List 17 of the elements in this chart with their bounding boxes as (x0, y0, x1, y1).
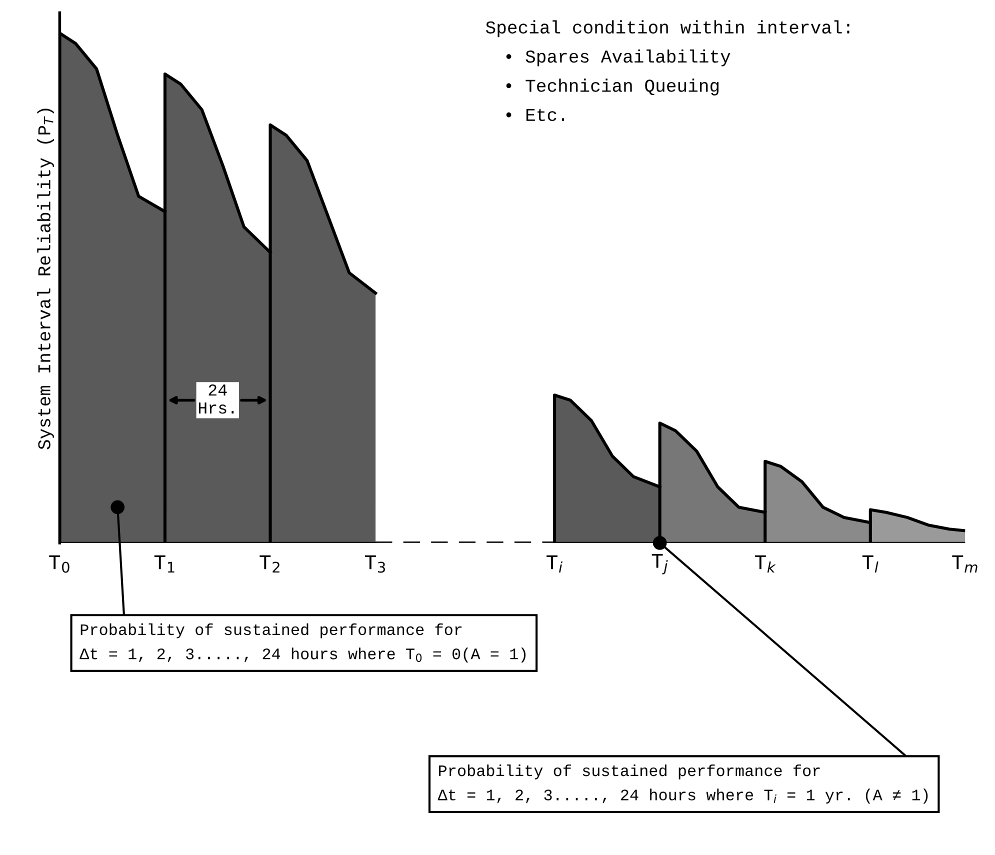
x-tick-label: T$_{l}$ (862, 555, 878, 573)
x-tick-label: T$_{k}$ (754, 555, 776, 573)
x-tick-label: T$_{m}$ (952, 555, 978, 573)
annotation: Probability of sustained performance for Δt = 1, 2, 3....., 24 hours where T$_{0}$ = 0(A = 1) (80, 623, 526, 662)
annotation: Probability of sustained performance for Δt = 1, 2, 3....., 24 hours where T$_{i}$ = 1 yr. (A ≠ 1) (438, 764, 928, 804)
x-tick-label: T$_{2}$ (260, 555, 280, 573)
annotation: • Spares Availability (506, 49, 730, 66)
x-tick-label: T$_{0}$ (49, 555, 70, 573)
annotation: Special condition within interval: (486, 20, 850, 38)
annotation: • Technician Queuing (506, 78, 719, 96)
annotation: • Etc. (506, 108, 564, 122)
x-tick-label: T$_{j}$ (652, 554, 668, 574)
x-tick-label: T$_{i}$ (546, 555, 562, 573)
y-axis-title: System Interval Reliability (P$_{T}$) (37, 108, 54, 450)
annotation: 24 Hrs. (198, 384, 234, 414)
x-tick-label: T$_{3}$ (364, 555, 386, 573)
x-tick-label: T$_{1}$ (154, 555, 174, 573)
